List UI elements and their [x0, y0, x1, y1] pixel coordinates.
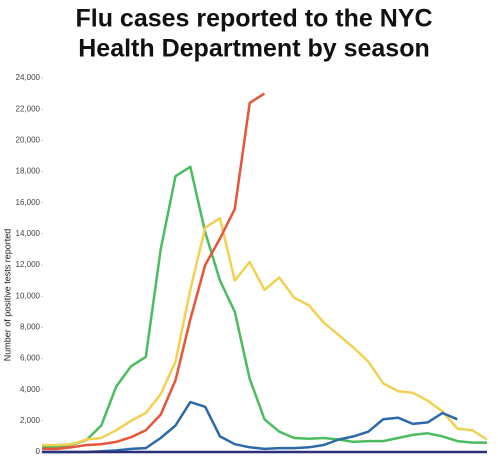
series-line	[42, 92, 266, 451]
y-tick-label: 10,000	[16, 291, 41, 300]
y-tick-label: 24,000	[16, 73, 41, 82]
y-tick-label: 18,000	[16, 167, 41, 176]
y-tick-label: 2,000	[20, 416, 41, 425]
y-tick-label: 20,000	[16, 135, 41, 144]
series-line	[42, 165, 487, 449]
y-tick-label: 12,000	[16, 260, 41, 269]
y-tick-label: 14,000	[16, 229, 41, 238]
y-tick-label: 22,000	[16, 104, 41, 113]
y-tick-label: 6,000	[20, 354, 41, 363]
y-tick-label: 4,000	[20, 385, 41, 394]
y-tick-label: 16,000	[16, 198, 41, 207]
y-tick-label: 8,000	[20, 322, 41, 331]
y-tick-label: 0	[36, 447, 41, 456]
chart-title: Health Department by season	[78, 35, 430, 63]
y-axis-label: Number of positive tests reported	[2, 229, 12, 362]
series-line	[42, 400, 458, 454]
series-line	[42, 217, 488, 447]
chart-title: Flu cases reported to the NYC	[75, 5, 432, 33]
